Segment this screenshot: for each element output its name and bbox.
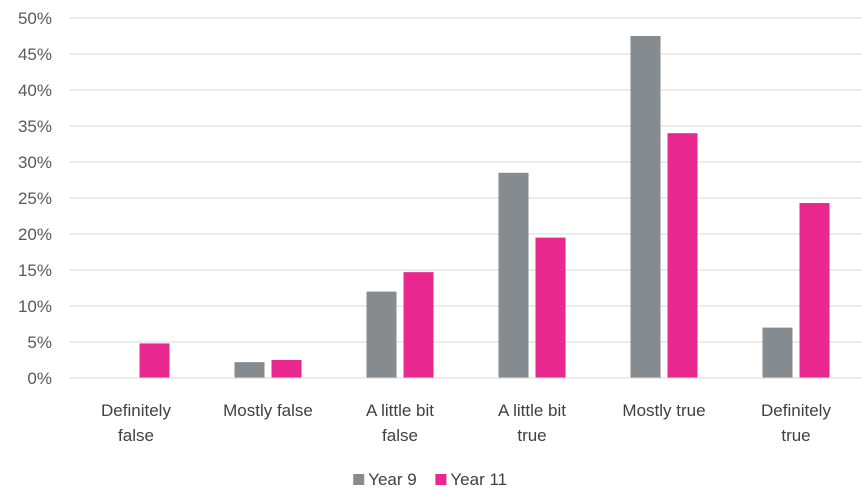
y-tick-label: 0% (27, 369, 52, 388)
x-category-label: A little bit true (498, 401, 566, 445)
legend-item: Year 9 (353, 470, 417, 489)
x-category-label: Mostly false (223, 401, 313, 420)
y-tick-label: 30% (18, 153, 52, 172)
bar-year-9 (762, 327, 793, 378)
x-category-label: Mostly true (622, 401, 705, 420)
bar-year-11 (403, 272, 434, 378)
y-tick-label: 50% (18, 9, 52, 28)
y-tick-label: 20% (18, 225, 52, 244)
legend-item: Year 11 (435, 470, 507, 489)
legend-label: Year 11 (450, 470, 507, 489)
bar-year-11 (271, 360, 302, 378)
bar-year-9 (498, 172, 529, 378)
x-category-label: A little bit false (366, 401, 434, 445)
legend-label: Year 9 (368, 470, 417, 489)
bar-year-11 (667, 133, 698, 378)
x-category-label: Definitely true (761, 401, 831, 445)
y-axis-tick-labels: 0% 5% 10% 15% 20% 25% 30% 35% 40% 45% 50% (18, 9, 52, 388)
bar-year-9 (366, 291, 397, 378)
bar-year-11 (535, 237, 566, 378)
bar-year-9 (234, 362, 265, 378)
bar-year-11 (799, 203, 830, 378)
legend-swatch (353, 474, 365, 485)
y-tick-label: 10% (18, 297, 52, 316)
y-tick-label: 45% (18, 45, 52, 64)
y-tick-label: 35% (18, 117, 52, 136)
x-category-label: Definitely false (101, 401, 171, 445)
legend: Year 9 Year 11 (353, 470, 507, 489)
y-tick-label: 15% (18, 261, 52, 280)
bar-year-11 (139, 343, 170, 378)
x-axis-category-labels: Definitely false Mostly false A little bit f… (101, 401, 831, 445)
bar-year-9 (630, 36, 661, 378)
y-tick-label: 5% (27, 333, 52, 352)
gridlines (70, 17, 862, 343)
y-tick-label: 25% (18, 189, 52, 208)
bars (139, 36, 830, 378)
legend-swatch (435, 474, 447, 485)
y-tick-label: 40% (18, 81, 52, 100)
